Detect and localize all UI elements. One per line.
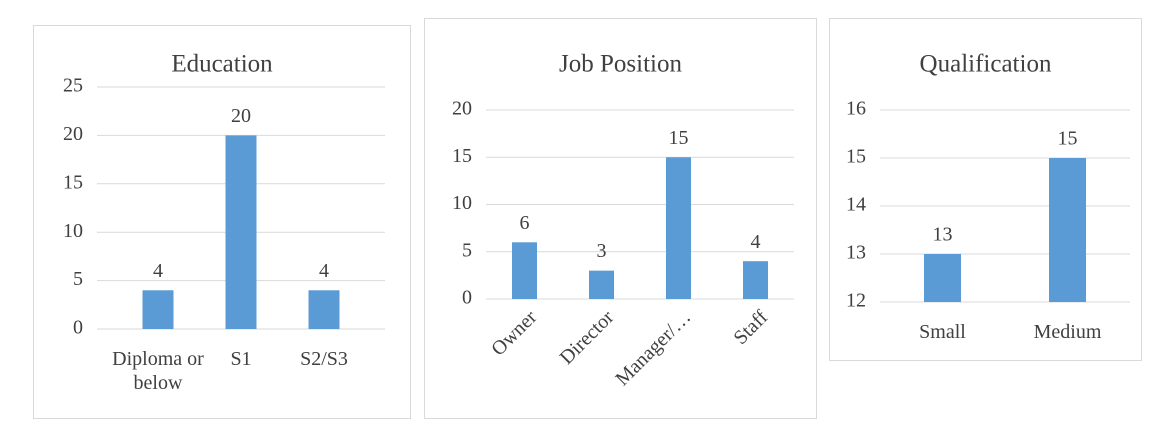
y-tick-label: 20 (63, 123, 83, 145)
chart-panel (829, 18, 1142, 361)
bar (924, 254, 961, 302)
x-tick-label: Diploma or below (112, 348, 204, 394)
x-tick-label-box: Small (919, 321, 966, 343)
y-tick-label: 16 (846, 98, 866, 120)
bar (512, 242, 537, 299)
y-tick-label: 10 (452, 192, 472, 214)
y-tick-label: 25 (63, 75, 83, 97)
y-tick-label: 12 (846, 290, 866, 312)
data-label: 3 (597, 240, 607, 262)
bar (308, 290, 340, 329)
bar (666, 157, 691, 299)
bar (142, 290, 174, 329)
x-tick-label-box: S1 (230, 348, 252, 370)
chart-title: Job Position (559, 51, 682, 78)
chart-panel (33, 25, 411, 419)
y-tick-label: 15 (452, 145, 472, 167)
bar (225, 135, 257, 329)
y-tick-label: 15 (846, 146, 866, 168)
y-tick-label: 0 (73, 317, 83, 339)
bar (589, 270, 614, 299)
y-tick-label: 10 (63, 220, 83, 242)
y-tick-label: 15 (63, 171, 83, 193)
data-label: 4 (319, 260, 329, 282)
y-tick-label: 5 (73, 268, 83, 290)
y-tick-label: 0 (462, 287, 472, 309)
y-tick-label: 20 (452, 98, 472, 120)
x-tick-label-box: Medium (1033, 321, 1102, 343)
data-label: 15 (1058, 128, 1078, 150)
y-tick-label: 13 (846, 242, 866, 264)
data-label: 13 (933, 224, 953, 246)
data-label: 20 (231, 105, 251, 127)
bar (743, 261, 768, 299)
y-tick-label: 5 (462, 239, 472, 261)
x-tick-label-box: Diploma or below (112, 348, 204, 394)
x-tick-label-box: S2/S3 (300, 348, 348, 370)
data-label: 4 (153, 260, 163, 282)
x-tick-label: Medium (1033, 321, 1102, 343)
y-tick-label: 14 (846, 194, 866, 216)
chart-title: Education (171, 51, 273, 78)
x-tick-label: S1 (230, 348, 252, 370)
x-tick-label: Small (919, 321, 966, 343)
x-tick-label: S2/S3 (300, 348, 348, 370)
chart-title: Qualification (920, 51, 1052, 78)
bar (1049, 158, 1086, 302)
data-label: 15 (669, 127, 689, 149)
data-label: 6 (520, 212, 530, 234)
chart-panel (424, 18, 817, 419)
data-label: 4 (751, 231, 761, 253)
